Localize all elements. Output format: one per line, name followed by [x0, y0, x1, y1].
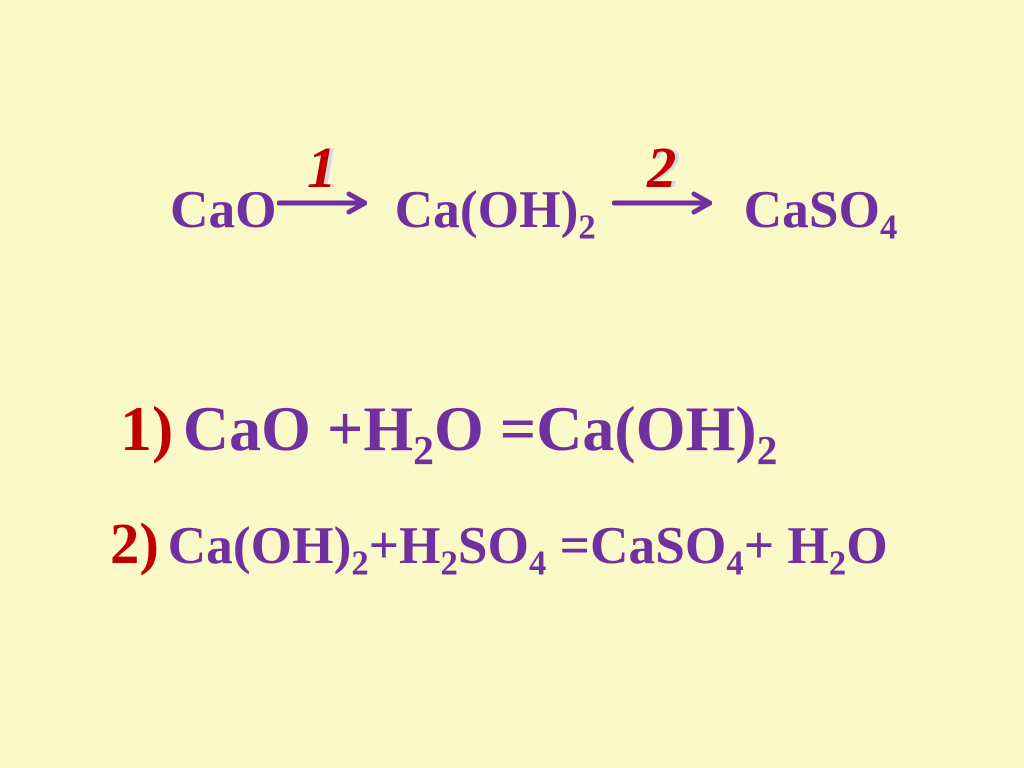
- reaction-arrow: 1: [277, 191, 367, 215]
- scheme-formula: CaO: [170, 178, 277, 240]
- reaction-scheme: CaO1 Ca(OH)2 2 CaSO4: [170, 178, 897, 240]
- equation-number: 2): [110, 510, 159, 577]
- scheme-formula: Ca(OH)2: [395, 178, 596, 240]
- equation-body: CaO +H2O =Ca(OH)2: [183, 392, 778, 466]
- equation-row: 1)CaO +H2O =Ca(OH)2: [120, 392, 777, 466]
- slide: CaO1Ca(OH)22CaSO41)CaO +H2O =Ca(OH)22)Ca…: [0, 0, 1024, 768]
- equation-body: Ca(OH)2+H2SO4 =CaSO4+ H2O: [168, 514, 888, 576]
- step-number: 2: [647, 139, 676, 198]
- scheme-formula: CaSO4: [744, 178, 898, 240]
- reaction-arrow: 2: [612, 191, 712, 215]
- equation-number: 1): [120, 392, 173, 466]
- step-number: 1: [307, 139, 336, 198]
- equation-row: 2)Ca(OH)2+H2SO4 =CaSO4+ H2O: [110, 510, 888, 577]
